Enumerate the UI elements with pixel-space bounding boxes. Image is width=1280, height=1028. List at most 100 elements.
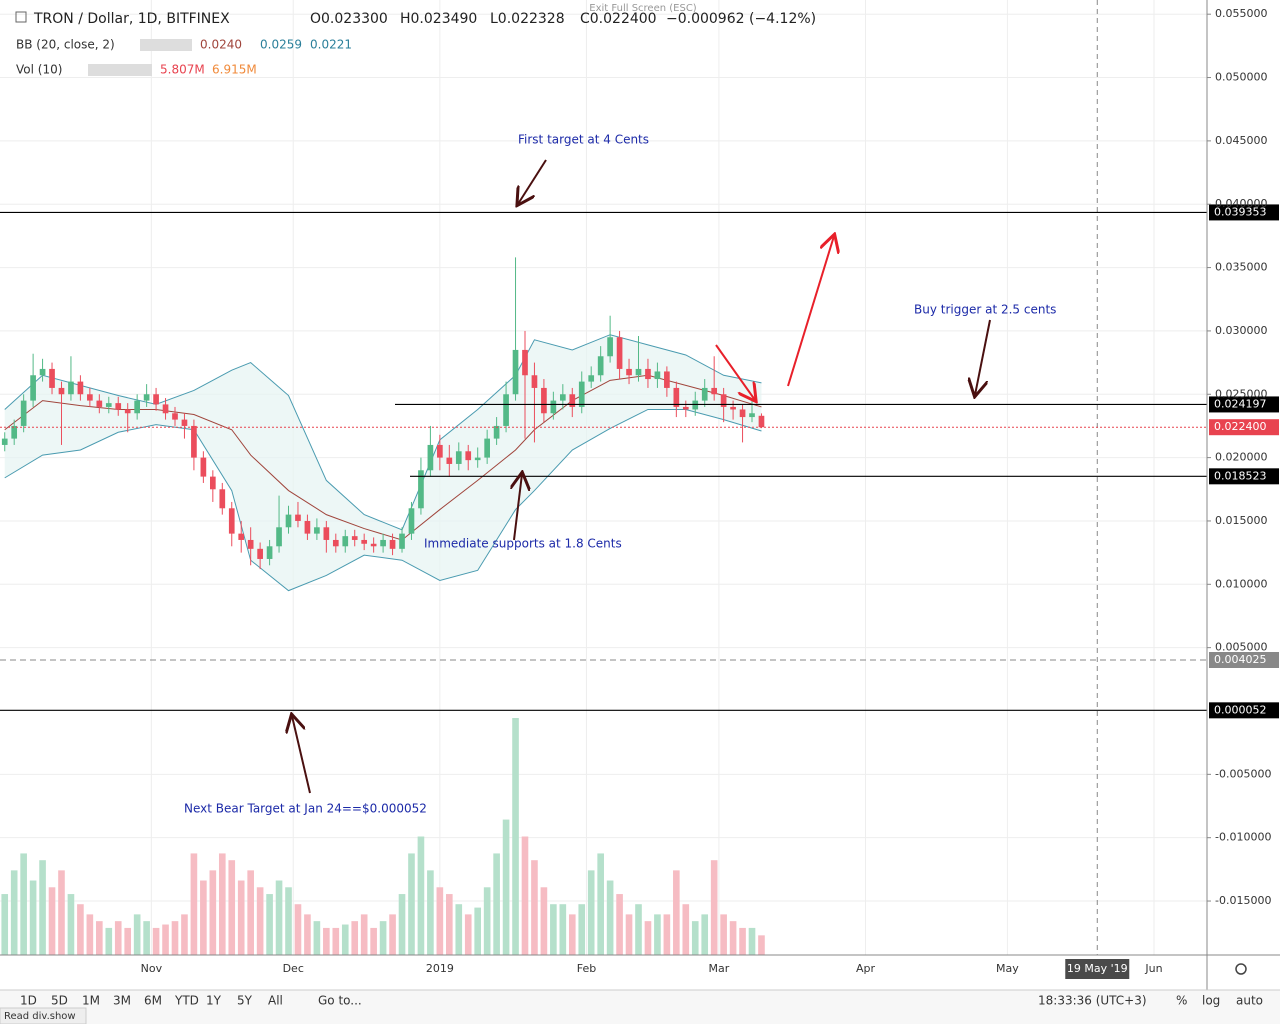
- indicator-value: 5.807M: [160, 63, 205, 77]
- volume-bar: [710, 860, 718, 955]
- volume-bar: [521, 836, 529, 955]
- volume-bar: [39, 860, 46, 955]
- y-tick-label: 0.050000: [1215, 71, 1268, 84]
- candle-body: [134, 400, 140, 414]
- arrow: [518, 159, 547, 204]
- volume-bar: [218, 853, 226, 955]
- indicator-label[interactable]: Vol (10): [16, 63, 62, 77]
- candle-body: [209, 476, 216, 490]
- volume-bar: [625, 914, 633, 955]
- volume-bar: [673, 870, 680, 955]
- range-button[interactable]: 5Y: [237, 994, 253, 1008]
- goto-button[interactable]: Go to...: [318, 994, 362, 1008]
- level-tag: [1209, 468, 1279, 485]
- volume-bar: [29, 880, 37, 955]
- annotations: First target at 4 Cents Buy trigger at 2…: [184, 133, 1056, 816]
- candle-body: [635, 368, 642, 376]
- arrows: [292, 159, 991, 794]
- candle-body: [162, 404, 169, 414]
- range-button[interactable]: 5D: [51, 994, 68, 1008]
- level-tag: [1209, 396, 1279, 413]
- y-tick-label: 0.040000: [1215, 197, 1268, 210]
- volume-bar: [181, 914, 188, 955]
- volume-bar: [389, 914, 396, 955]
- range-button[interactable]: All: [268, 994, 283, 1008]
- candle-body: [11, 425, 18, 439]
- volume-bar: [332, 927, 340, 955]
- volume-bar: [597, 853, 604, 955]
- indicator-value: 0.0259: [260, 38, 302, 52]
- range-button[interactable]: 1M: [82, 994, 100, 1008]
- candle-body: [295, 514, 301, 521]
- percent-toggle[interactable]: %: [1176, 994, 1187, 1008]
- candle-body: [181, 419, 188, 426]
- candle-body: [380, 539, 386, 547]
- candle-body: [143, 394, 150, 401]
- candle-body: [474, 457, 481, 461]
- volume-bar: [644, 921, 652, 955]
- candle-body: [720, 394, 727, 407]
- level-label: 0.004025: [1214, 653, 1267, 666]
- candle-body: [68, 381, 74, 395]
- candle-body: [285, 514, 292, 528]
- indicator-label[interactable]: BB (20, close, 2): [16, 38, 115, 52]
- candle-body: [559, 394, 566, 401]
- volume-bar: [114, 921, 122, 955]
- candle-body: [749, 413, 755, 418]
- candle-body: [124, 409, 131, 414]
- candle-body: [370, 543, 377, 547]
- volume-bar: [20, 853, 27, 955]
- candle-body: [701, 387, 708, 401]
- indicator-value: 6.915M: [212, 63, 257, 77]
- y-tick-label: 0.045000: [1215, 134, 1268, 147]
- candle-body: [314, 527, 320, 534]
- annotation: First target at 4 Cents: [518, 133, 649, 147]
- candle-body: [191, 425, 197, 458]
- candle-body: [266, 546, 273, 559]
- range-button[interactable]: 1Y: [206, 994, 222, 1008]
- volume-bar: [256, 887, 264, 955]
- arrow: [292, 716, 311, 794]
- x-tick-label: Nov: [141, 962, 163, 975]
- candle-body: [30, 375, 36, 401]
- symbol[interactable]: TRON / Dollar, 1D, BITFINEX: [33, 11, 230, 27]
- candle-body: [351, 536, 358, 540]
- volume-bar: [228, 860, 236, 955]
- indicator-controls[interactable]: [140, 39, 192, 51]
- candle-body: [96, 400, 103, 407]
- volume-bar: [408, 853, 415, 955]
- volume-bar: [1, 894, 9, 955]
- candle-body: [607, 337, 613, 357]
- range-button[interactable]: 3M: [113, 994, 131, 1008]
- settings-icon[interactable]: [1235, 963, 1247, 975]
- candle-body: [522, 349, 528, 376]
- collapse-icon[interactable]: [15, 11, 27, 23]
- range-button[interactable]: YTD: [174, 994, 199, 1008]
- candle-body: [39, 368, 46, 376]
- auto-toggle[interactable]: auto: [1236, 994, 1263, 1008]
- candle-body: [569, 394, 576, 407]
- y-tick-label: 0.005000: [1215, 641, 1268, 654]
- y-tick-label: 0.035000: [1215, 261, 1268, 274]
- time-axis: Nov Dec 2019 Feb Mar Apr May Jun 19 May '19: [141, 959, 1163, 979]
- range-button[interactable]: 1D: [20, 994, 37, 1008]
- exit-fullscreen[interactable]: Exit Full Screen (ESC): [589, 3, 697, 14]
- crosshair-date: 19 May '19: [1067, 962, 1128, 975]
- volume-bar: [455, 904, 463, 955]
- volume-bar: [143, 921, 150, 955]
- indicator-controls[interactable]: [88, 64, 152, 76]
- log-toggle[interactable]: log: [1202, 994, 1220, 1008]
- volume-bar: [748, 927, 756, 955]
- range-button[interactable]: 6M: [144, 994, 162, 1008]
- volume-bar: [587, 870, 595, 955]
- candle-body: [484, 438, 490, 458]
- candle-body: [616, 337, 623, 369]
- candle-body: [276, 527, 282, 547]
- volume-bar: [758, 935, 765, 955]
- volume-bar: [417, 836, 425, 955]
- volume-bar: [360, 914, 368, 955]
- volume-bar: [635, 904, 642, 955]
- candle-body: [427, 444, 434, 471]
- y-tick-label: 0.020000: [1215, 451, 1268, 464]
